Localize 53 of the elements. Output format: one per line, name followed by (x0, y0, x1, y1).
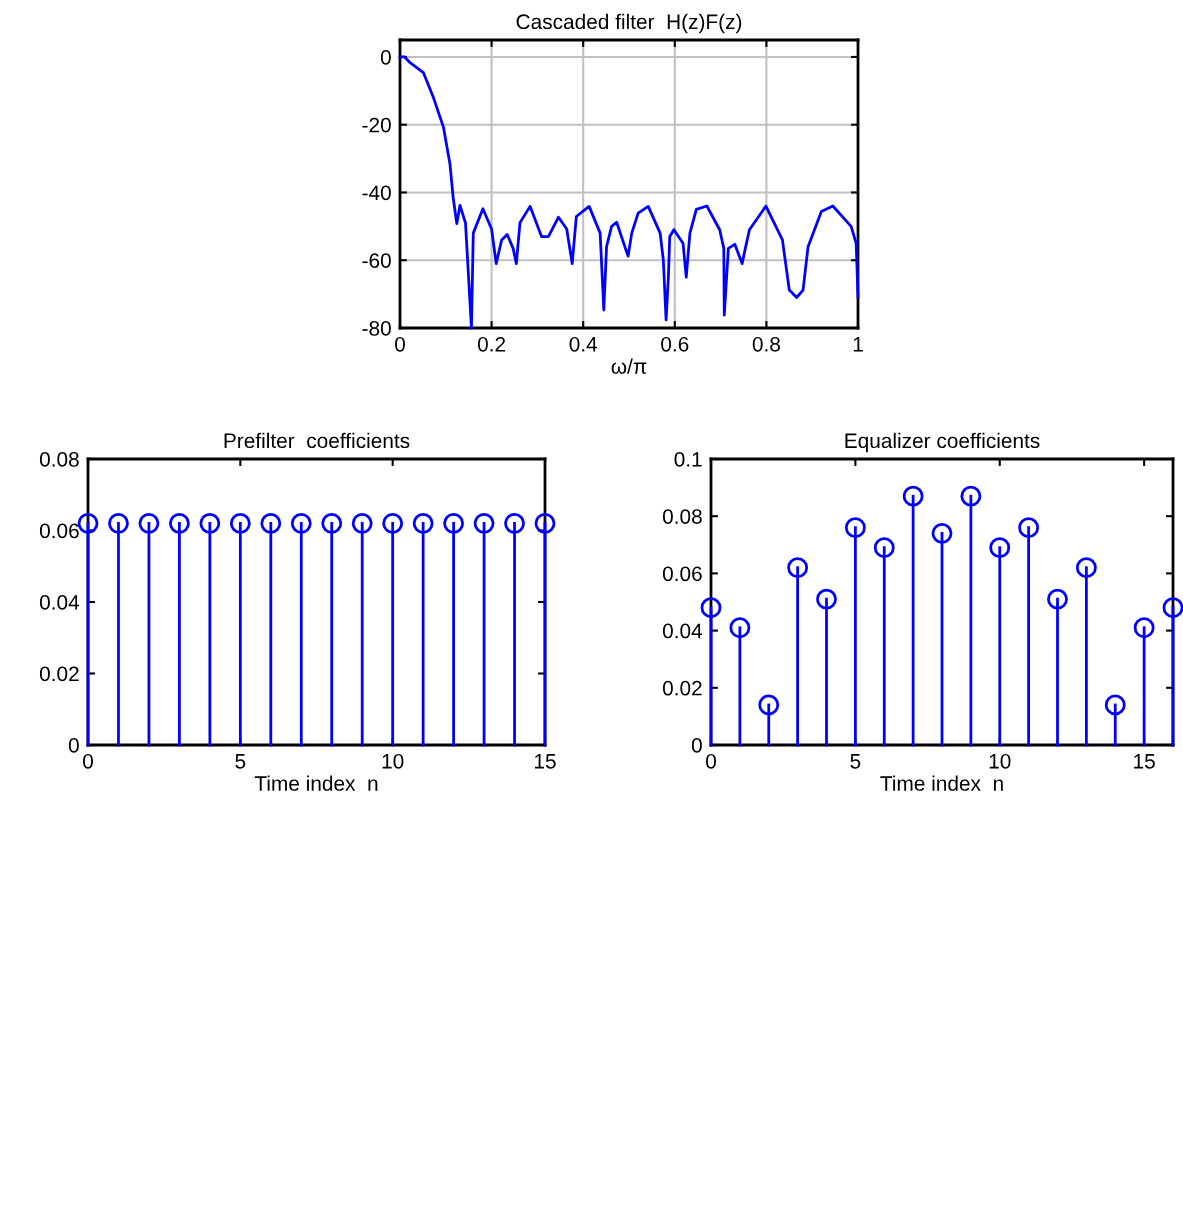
x-tick-label: 0.4 (569, 336, 598, 352)
point (1075, 557, 1097, 579)
x-axis-title: ω/π (611, 358, 647, 374)
x-tick-label: 10 (989, 753, 1011, 769)
point (931, 522, 953, 544)
x-tick-label: 5 (235, 754, 246, 769)
point (989, 537, 1011, 559)
point (873, 537, 895, 559)
x-tick-label: 10 (382, 753, 404, 769)
y-tick-label: 0.08 (39, 452, 79, 467)
y-tick-label: 0.04 (662, 623, 703, 639)
point (1133, 617, 1155, 639)
point (816, 588, 837, 610)
y-tick-label: 0.02 (39, 666, 79, 682)
x-tick-label: 0.8 (752, 336, 780, 352)
y-tick-label: -60 (362, 253, 391, 268)
y-tick-label: 0.08 (662, 509, 702, 524)
point (729, 617, 751, 639)
y-tick-label: 0 (691, 738, 702, 753)
point (902, 485, 924, 507)
chart-title: Cascaded filter H(z)F(z) (516, 13, 742, 34)
point (758, 694, 780, 716)
chart-title: Equalizer coefficients (845, 432, 1040, 453)
x-tick-label: 15 (535, 754, 556, 769)
y-tick-label: -80 (362, 321, 391, 336)
y-tick-label: 0.02 (662, 680, 702, 696)
y-tick-label: 0.04 (39, 595, 80, 610)
x-tick-label: 5 (850, 754, 861, 769)
x-tick-label: 0 (83, 753, 93, 769)
y-tick-label: -40 (362, 185, 391, 201)
point (787, 557, 809, 579)
y-tick-label: 0.06 (39, 523, 79, 539)
y-tick-label: 0.1 (674, 452, 702, 467)
x-tick-label: 0 (706, 753, 716, 769)
y-tick-label: 0 (68, 738, 79, 753)
x-tick-label: 0.2 (477, 336, 506, 352)
point (1018, 517, 1040, 539)
point (844, 517, 866, 539)
chart-title: Prefilter coefficients (224, 432, 410, 449)
x-tick-label: 0 (395, 336, 405, 352)
x-axis-title: Time index n (880, 775, 1003, 791)
point (960, 485, 982, 507)
x-tick-label: 0.6 (661, 336, 689, 352)
x-axis-title: Time index n (254, 775, 378, 791)
point (1104, 694, 1126, 716)
y-tick-label: 0 (380, 49, 391, 65)
x-tick-label: 1 (853, 337, 863, 352)
y-tick-label: -20 (362, 117, 391, 133)
x-tick-label: 15 (1134, 754, 1155, 769)
y-tick-label: 0.06 (662, 566, 702, 582)
point (1047, 588, 1068, 610)
point (1162, 597, 1183, 619)
point (700, 597, 722, 619)
